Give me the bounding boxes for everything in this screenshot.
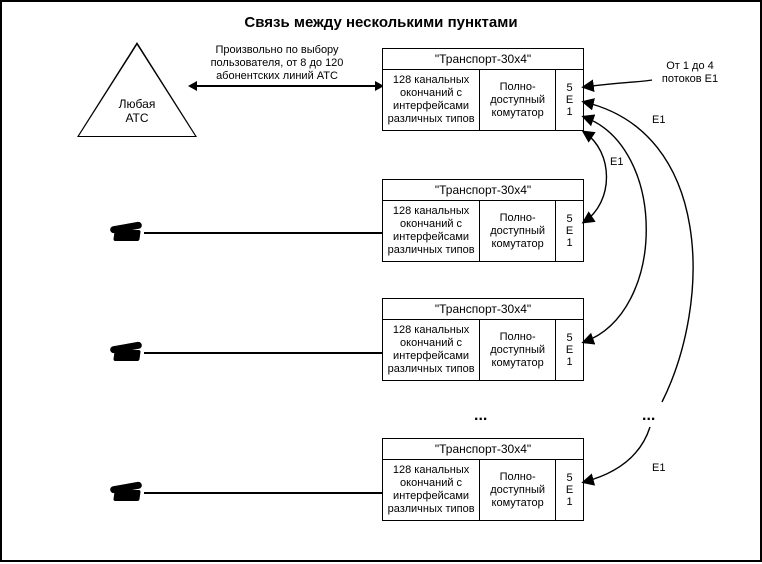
block-col2: Полно-доступный комутатор [480, 70, 556, 130]
block-col1: 128 канальных окончаний с интерфейсами р… [383, 70, 480, 130]
phone-link-line [144, 232, 382, 234]
block-body: 128 канальных окончаний с интерфейсами р… [383, 320, 583, 380]
ats-triangle: Любая АТС [77, 42, 197, 137]
phone-icon [110, 342, 144, 362]
diagram-title: Связь между несколькими пунктами [2, 14, 760, 31]
block-col3: 5E1 [556, 320, 583, 380]
block-body: 128 канальных окончаний с интерфейсами р… [383, 70, 583, 130]
block-col1: 128 канальных окончаний с интерфейсами р… [383, 460, 480, 520]
block-col3: 5E1 [556, 460, 583, 520]
phone-icon [110, 482, 144, 502]
e1-label-2: E1 [610, 156, 623, 169]
block-header: "Транспорт-30х4" [383, 49, 583, 70]
user-choice-note: Произвольно по выбору пользователя, от 8… [188, 44, 366, 83]
block-col3: 5E1 [556, 201, 583, 261]
transport-block-2: "Транспорт-30х4" 128 канальных окончаний… [382, 179, 584, 262]
block-header: "Транспорт-30х4" [383, 299, 583, 320]
block-col3: 5E1 [556, 70, 583, 130]
ats-label-line2: АТС [125, 111, 148, 125]
e1-count-label: От 1 до 4 потоков Е1 [650, 60, 730, 86]
phone-icon [110, 222, 144, 242]
e1-label-3: E1 [652, 462, 665, 475]
block-header: "Транспорт-30х4" [383, 180, 583, 201]
block-col1: 128 канальных окончаний с интерфейсами р… [383, 320, 480, 380]
block-header: "Транспорт-30х4" [383, 439, 583, 460]
ellipsis-right: ... [642, 407, 655, 425]
block-body: 128 канальных окончаний с интерфейсами р… [383, 460, 583, 520]
block-col2: Полно-доступный комутатор [480, 460, 556, 520]
transport-block-3: "Транспорт-30х4" 128 канальных окончаний… [382, 298, 584, 381]
ats-label: Любая АТС [77, 97, 197, 125]
block-body: 128 канальных окончаний с интерфейсами р… [383, 201, 583, 261]
phone-link-line [144, 352, 382, 354]
block-col1: 128 канальных окончаний с интерфейсами р… [383, 201, 480, 261]
ats-label-line1: Любая [119, 97, 156, 111]
e1-label-1: E1 [652, 114, 665, 127]
diagram-frame: Связь между несколькими пунктами Любая А… [0, 0, 762, 562]
transport-block-4: "Транспорт-30х4" 128 канальных окончаний… [382, 438, 584, 521]
block-col2: Полно-доступный комутатор [480, 201, 556, 261]
phone-link-line [144, 492, 382, 494]
ats-link-arrow [190, 85, 382, 87]
block-col2: Полно-доступный комутатор [480, 320, 556, 380]
transport-block-1: "Транспорт-30х4" 128 канальных окончаний… [382, 48, 584, 131]
ellipsis-main: ... [474, 407, 487, 425]
